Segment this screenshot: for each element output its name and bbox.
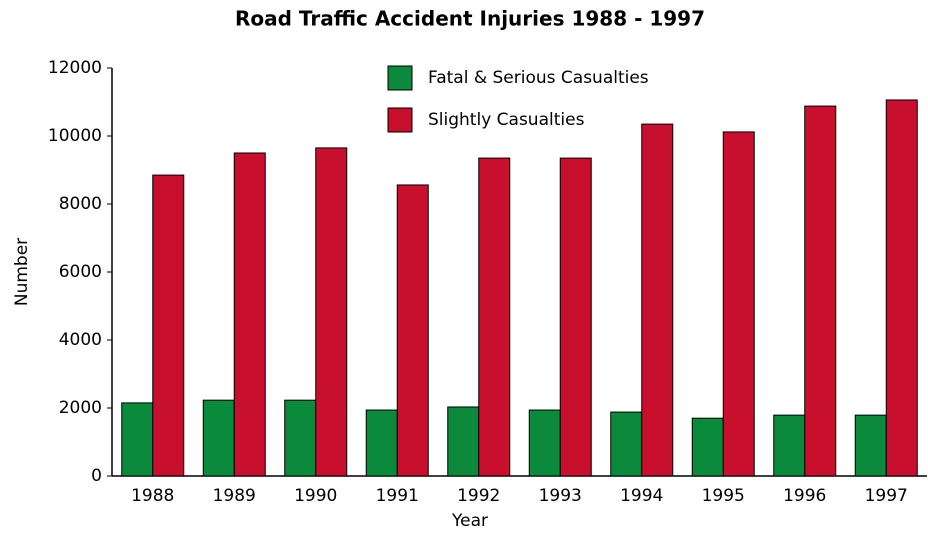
x-tick-label: 1992 [457, 486, 500, 506]
x-tick-label: 1993 [539, 486, 582, 506]
bar [528, 409, 561, 477]
bar [284, 399, 317, 477]
x-tick-label: 1991 [376, 486, 419, 506]
bar [885, 99, 918, 477]
bar [152, 174, 185, 477]
x-tick-label: 1996 [783, 486, 826, 506]
y-tick-label: 2000 [59, 398, 102, 418]
bar [559, 157, 592, 477]
legend-label: Slightly Casualties [428, 110, 585, 130]
y-tick-label: 8000 [59, 194, 102, 214]
bar [121, 402, 154, 477]
y-tick-label: 0 [91, 466, 102, 486]
bar [641, 123, 674, 477]
y-tick-label: 10000 [48, 126, 102, 146]
y-tick-label: 4000 [59, 330, 102, 350]
bar [691, 417, 724, 477]
bar [233, 152, 266, 477]
x-axis-label: Year [451, 511, 488, 531]
legend-swatch [387, 65, 413, 91]
x-tick-label: 1988 [131, 486, 174, 506]
x-tick-label: 1990 [294, 486, 337, 506]
bar [365, 409, 398, 477]
y-tick-label: 12000 [48, 58, 102, 78]
legend-swatch [387, 107, 413, 133]
bar [773, 414, 806, 477]
bar [202, 399, 235, 477]
x-tick-label: 1989 [213, 486, 256, 506]
chart-title: Road Traffic Accident Injuries 1988 - 19… [235, 7, 705, 31]
bar [610, 411, 643, 477]
legend-label: Fatal & Serious Casualties [428, 68, 649, 88]
y-axis-label: Number [12, 238, 32, 306]
x-tick-label: 1994 [620, 486, 663, 506]
bar [854, 414, 887, 477]
bar [722, 131, 755, 477]
bar [315, 147, 348, 477]
bar [478, 157, 511, 477]
y-tick-label: 6000 [59, 262, 102, 282]
x-tick-label: 1995 [702, 486, 745, 506]
bar [447, 406, 480, 477]
bar [804, 105, 837, 477]
bar [396, 184, 429, 477]
x-tick-label: 1997 [865, 486, 908, 506]
